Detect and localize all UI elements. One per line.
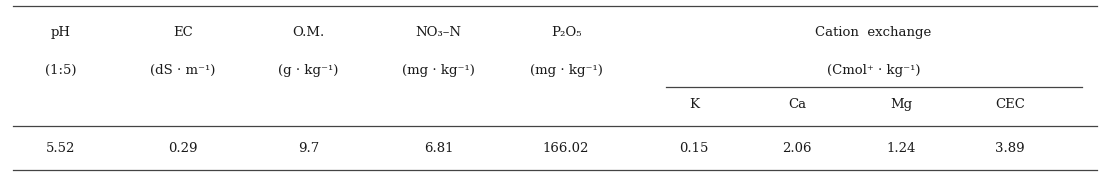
Text: 6.81: 6.81 [424,142,453,155]
Text: (Cmol⁺ · kg⁻¹): (Cmol⁺ · kg⁻¹) [827,64,920,77]
Text: (mg · kg⁻¹): (mg · kg⁻¹) [402,64,475,77]
Text: Mg: Mg [890,98,912,111]
Text: pH: pH [51,26,71,39]
Text: (mg · kg⁻¹): (mg · kg⁻¹) [529,64,603,77]
Text: EC: EC [173,26,193,39]
Text: (dS · m⁻¹): (dS · m⁻¹) [151,64,215,77]
Text: 166.02: 166.02 [543,142,589,155]
Text: 0.15: 0.15 [679,142,708,155]
Text: Cation  exchange: Cation exchange [816,26,931,39]
Text: 9.7: 9.7 [297,142,320,155]
Text: Ca: Ca [788,98,806,111]
Text: K: K [688,98,699,111]
Text: 3.89: 3.89 [996,142,1025,155]
Text: 2.06: 2.06 [783,142,811,155]
Text: 5.52: 5.52 [47,142,75,155]
Text: O.M.: O.M. [292,26,325,39]
Text: (1:5): (1:5) [46,64,77,77]
Text: P₂O₅: P₂O₅ [551,26,582,39]
Text: (g · kg⁻¹): (g · kg⁻¹) [279,64,339,77]
Text: CEC: CEC [996,98,1025,111]
Text: 0.29: 0.29 [169,142,198,155]
Text: NO₃–N: NO₃–N [415,26,462,39]
Text: 1.24: 1.24 [887,142,916,155]
